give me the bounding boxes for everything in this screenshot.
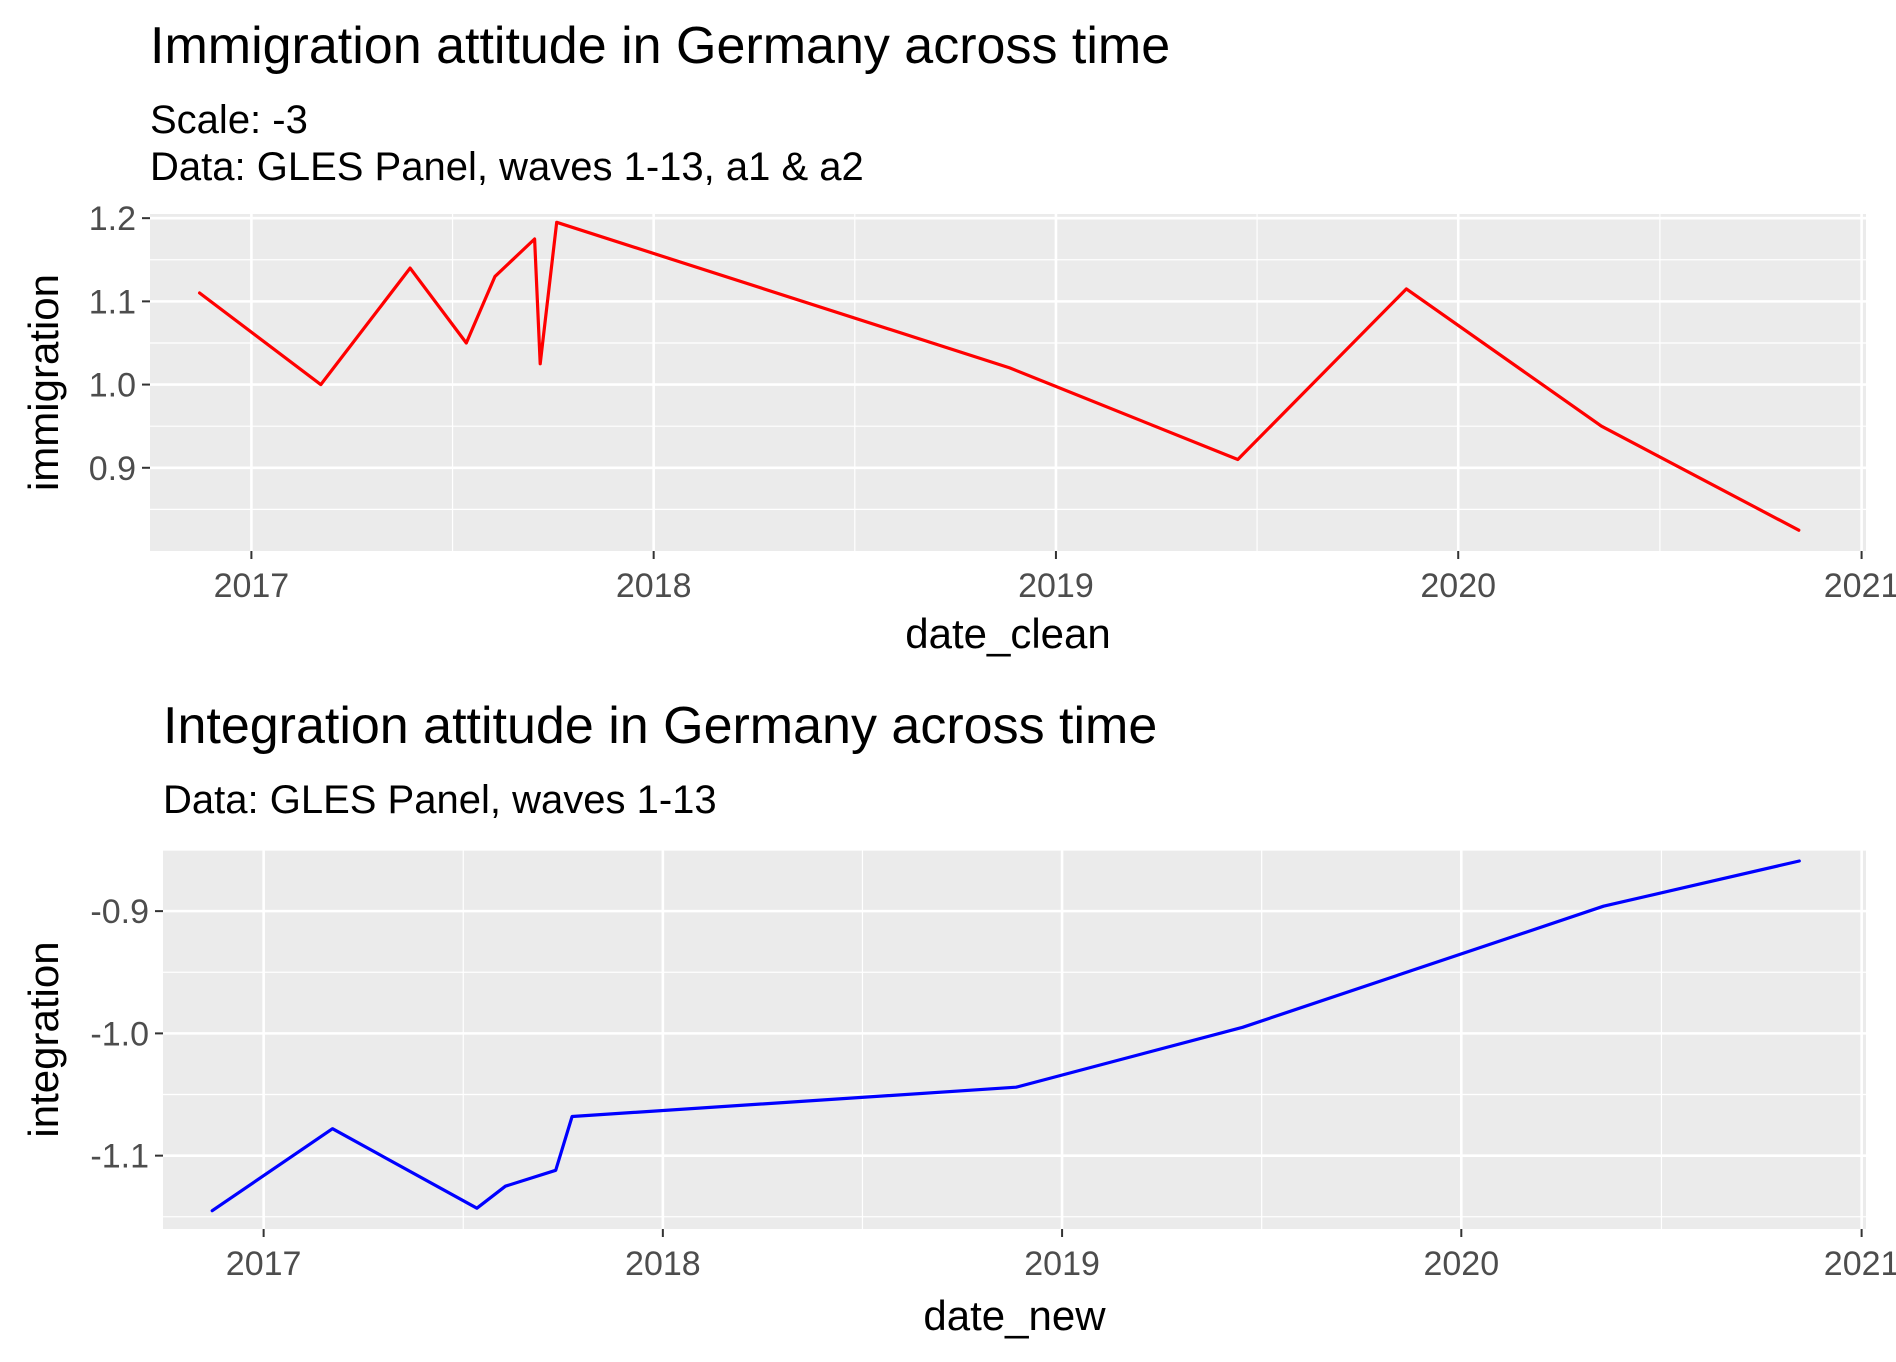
y-tick-label: 1.1 [89, 283, 136, 321]
x-tick-label: 2021 [1824, 567, 1896, 605]
integration-chart: Integration attitude in Germany across t… [0, 670, 1896, 1362]
y-axis-title: integration [20, 941, 67, 1137]
x-tick-label: 2018 [625, 1245, 701, 1283]
x-axis-title: date_new [923, 1292, 1106, 1339]
plot-panel [150, 214, 1866, 551]
y-tick-label: -0.9 [90, 893, 149, 931]
y-tick-label: -1.1 [90, 1138, 149, 1176]
x-tick-label: 2017 [226, 1245, 302, 1283]
x-axis-title: date_clean [905, 610, 1111, 657]
chart-subtitle-line: Scale: -3 [150, 98, 308, 142]
y-tick-label: 0.9 [89, 450, 136, 488]
x-tick-label: 2020 [1420, 567, 1496, 605]
y-tick-label: -1.0 [90, 1015, 149, 1053]
immigration-plot: 0.9 1.0 1.1 1.2 2017 2018 2019 2020 2021 date_cle… [20, 200, 1896, 657]
x-tick-label: 2018 [616, 567, 692, 605]
x-tick-label: 2019 [1024, 1245, 1100, 1283]
x-tick-label: 2019 [1018, 567, 1094, 605]
x-tick-label: 2020 [1423, 1245, 1499, 1283]
y-tick-label: 1.0 [89, 367, 136, 405]
y-tick-label: 1.2 [89, 200, 136, 238]
chart-subtitle-line: Data: GLES Panel, waves 1-13 [163, 778, 717, 822]
chart-title: Integration attitude in Germany across t… [163, 697, 1158, 755]
series-line [210, 859, 1801, 1213]
chart-title: Immigration attitude in Germany across t… [150, 17, 1171, 75]
x-tick-label: 2021 [1824, 1245, 1896, 1283]
integration-plot: -0.9 -1.0 -1.1 2017 2018 2019 2020 2021 date_new… [20, 849, 1896, 1339]
immigration-chart: Immigration attitude in Germany across t… [0, 0, 1896, 670]
plot-panel [163, 850, 1866, 1229]
chart-subtitle-line: Data: GLES Panel, waves 1-13, a1 & a2 [150, 145, 864, 189]
x-tick-label: 2017 [214, 567, 290, 605]
y-axis-title: immigration [20, 274, 67, 491]
